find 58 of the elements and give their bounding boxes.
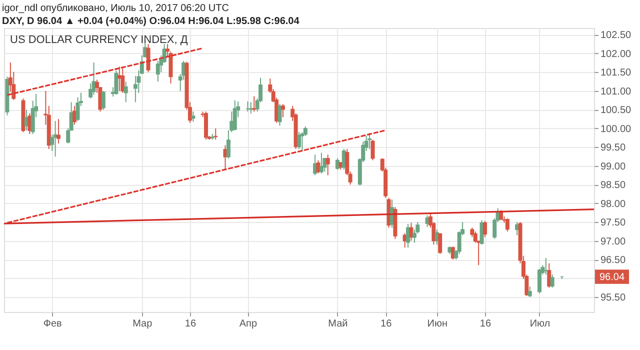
candlestick bbox=[146, 44, 150, 73]
candlestick bbox=[297, 132, 301, 150]
candlestick bbox=[280, 104, 285, 118]
x-tick-label: Фев bbox=[43, 318, 62, 330]
x-tick-label: 16 bbox=[184, 318, 196, 330]
x-tick-label: Мар bbox=[132, 318, 153, 330]
y-tick-label: 99.50 bbox=[600, 142, 626, 154]
candlestick bbox=[505, 218, 510, 232]
x-tick-label: Апр bbox=[239, 318, 258, 330]
candlestick bbox=[550, 274, 554, 288]
y-tick-label: 95.50 bbox=[600, 292, 626, 304]
candlestick bbox=[214, 128, 218, 140]
candlestick bbox=[326, 154, 330, 176]
candlestick bbox=[124, 81, 128, 103]
y-tick-label: 97.50 bbox=[600, 218, 626, 229]
candlestick bbox=[319, 152, 324, 174]
y-tick-label: 102.50 bbox=[600, 30, 632, 42]
y-tick-label: 100.50 bbox=[600, 105, 632, 116]
candlestick bbox=[409, 222, 414, 242]
candlestick bbox=[232, 100, 237, 131]
x-tick-label: Май bbox=[328, 318, 348, 330]
y-tick-label: 102.00 bbox=[600, 48, 632, 60]
candlestick bbox=[370, 139, 375, 161]
y-tick-label: 101.50 bbox=[600, 68, 632, 79]
x-tick-label: 16 bbox=[480, 318, 492, 330]
candlestick bbox=[252, 96, 256, 112]
candlestick bbox=[438, 232, 442, 254]
x-tick-label: Июл bbox=[530, 318, 550, 330]
candlestick bbox=[114, 70, 118, 96]
text: 96.04 bbox=[599, 272, 625, 283]
candlestick bbox=[528, 286, 532, 298]
y-tick-label: 96.50 bbox=[600, 255, 626, 266]
candlestick bbox=[482, 220, 487, 238]
y-tick-label: 101.00 bbox=[600, 86, 632, 98]
y-tick-label: 98.50 bbox=[600, 180, 626, 192]
candlestick bbox=[101, 90, 106, 110]
candlestick bbox=[368, 132, 372, 150]
y-tick-label: 100.00 bbox=[600, 124, 632, 135]
candlestick bbox=[204, 111, 208, 140]
candlestick bbox=[547, 262, 552, 288]
candlestick bbox=[120, 68, 125, 94]
candlestick bbox=[499, 210, 504, 221]
candlestick bbox=[278, 104, 282, 126]
x-tick-label: 16 bbox=[380, 318, 392, 330]
text: US DOLLAR CURRENCY INDEX, Д bbox=[10, 34, 188, 46]
candlestick bbox=[316, 160, 320, 174]
y-tick-label: 97.00 bbox=[600, 236, 626, 248]
candlestick bbox=[191, 111, 196, 122]
text: DXY, D 96.04 ▲ +0.04 (+0.04%) O:96.04 H:96.04 L:95.98 C:96.04 bbox=[2, 16, 300, 27]
candlestick bbox=[76, 96, 80, 122]
candlestick bbox=[537, 268, 542, 294]
candlestick bbox=[473, 230, 478, 244]
candlestick bbox=[56, 118, 61, 144]
text: igor_ndl опубликовано, Июль 10, 2017 06:20 UTC bbox=[2, 3, 229, 14]
candlestick bbox=[226, 130, 230, 159]
x-tick-label: Июн bbox=[427, 318, 448, 330]
y-tick-label: 98.00 bbox=[600, 198, 626, 210]
y-tick-label: 99.00 bbox=[600, 161, 626, 172]
